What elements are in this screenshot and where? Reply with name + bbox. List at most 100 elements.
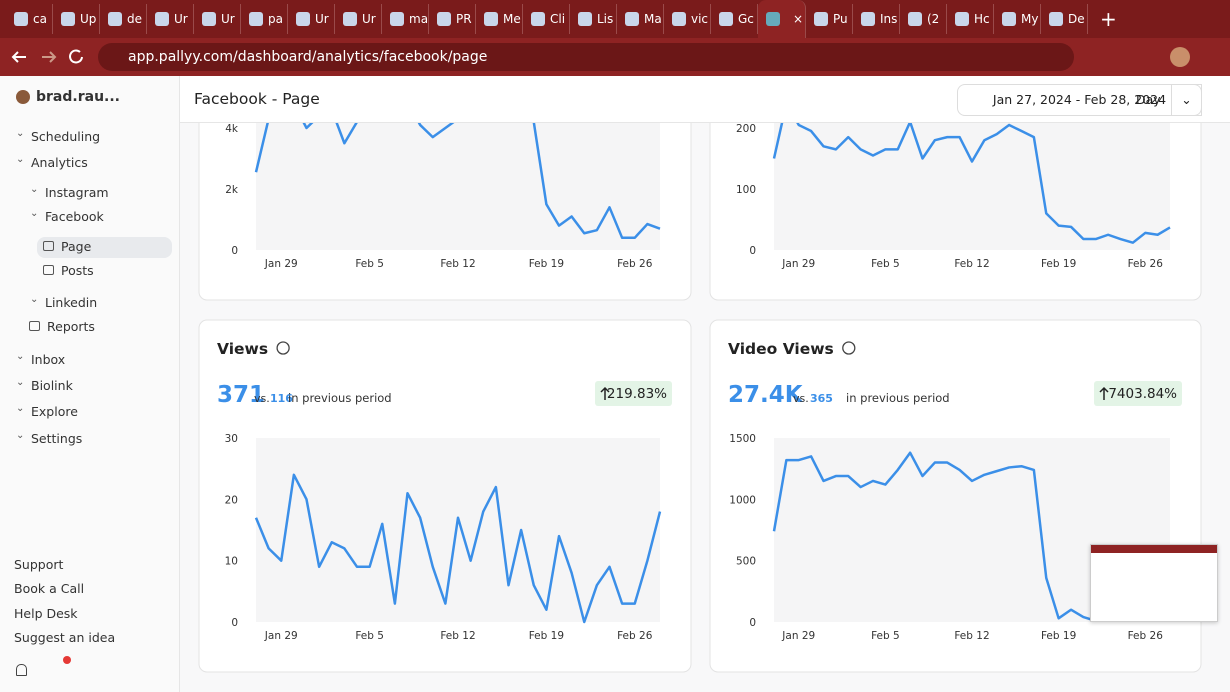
x-tick-label: Feb 26 — [617, 258, 653, 270]
tab-icon — [14, 12, 28, 26]
tab[interactable]: Cli — [523, 4, 570, 34]
tab-icon — [625, 12, 639, 26]
tab-title: de — [127, 12, 142, 26]
tab[interactable]: Ur — [335, 4, 382, 34]
tab[interactable]: vic — [664, 4, 711, 34]
tab[interactable]: pa — [241, 4, 288, 34]
close-icon[interactable]: × — [793, 12, 804, 26]
chevron[interactable]: ⌄ — [30, 208, 39, 219]
x-tick-label: Feb 5 — [355, 630, 384, 642]
nav-item[interactable]: Posts — [61, 263, 94, 278]
nav-item[interactable]: Scheduling — [31, 129, 101, 144]
account-name[interactable]: brad.rau... — [36, 89, 120, 105]
nav-item[interactable]: Inbox — [31, 352, 66, 367]
y-tick-label: 200 — [736, 123, 756, 135]
chevron[interactable]: ⌄ — [16, 403, 25, 414]
x-tick-label: Feb 26 — [617, 630, 653, 642]
nav-item[interactable]: Biolink — [31, 378, 73, 393]
tab[interactable]: Pu — [806, 4, 853, 34]
nav-item[interactable]: Page — [61, 239, 92, 254]
tab-title: vic — [691, 12, 709, 26]
tab[interactable]: Ur — [288, 4, 335, 34]
interval-select[interactable]: Day ⌄ — [1125, 84, 1202, 116]
x-tick-label: Feb 5 — [871, 630, 900, 642]
x-tick-label: Feb 12 — [440, 258, 475, 270]
previous-value: 365 — [810, 392, 833, 405]
chevron[interactable]: ⌄ — [16, 128, 25, 139]
nav-buttons[interactable] — [0, 38, 90, 76]
x-tick-label: Jan 29 — [781, 258, 815, 270]
tab[interactable]: de — [100, 4, 147, 34]
comparison-prefix: vs. — [793, 392, 809, 405]
y-tick-label: 2k — [225, 184, 239, 196]
chevron[interactable]: ⌄ — [16, 351, 25, 362]
nav-item[interactable]: Reports — [47, 319, 95, 334]
nav-item[interactable]: Analytics — [31, 155, 88, 170]
page-title: Facebook - Page — [194, 90, 320, 108]
change-badge — [1094, 381, 1182, 406]
tab[interactable]: (2 — [900, 4, 947, 34]
chevron[interactable]: ⌄ — [16, 154, 25, 165]
tab[interactable]: Up — [53, 4, 100, 34]
x-tick-label: Feb 12 — [954, 630, 989, 642]
tab[interactable]: Ma — [617, 4, 664, 34]
page-header: Facebook - Page Jan 27, 2024 - Feb 28, 2… — [180, 76, 1230, 123]
card-title: Views — [217, 340, 268, 358]
profile-avatar[interactable] — [1170, 47, 1190, 67]
tab-title: ca — [33, 12, 47, 26]
new-tab[interactable]: + — [1100, 7, 1117, 31]
tab-icon — [1002, 12, 1016, 26]
footer-link[interactable]: Help Desk — [14, 605, 78, 621]
tab-icon — [672, 12, 686, 26]
chevron[interactable]: ⌄ — [30, 184, 39, 195]
tab[interactable]: Me — [476, 4, 523, 34]
y-tick-label: 0 — [231, 245, 238, 257]
nav-item[interactable]: Settings — [31, 431, 83, 446]
bell-icon[interactable] — [16, 664, 27, 676]
nav-icon — [29, 321, 40, 331]
tab[interactable]: Gc — [711, 4, 758, 34]
chevron[interactable]: ⌄ — [16, 430, 25, 441]
y-tick-label: 0 — [749, 617, 756, 629]
tab-title: pa — [268, 12, 283, 26]
tab-title: Hc — [974, 12, 990, 26]
up-arrow — [1099, 386, 1109, 400]
nav-item[interactable]: Facebook — [45, 209, 104, 224]
tab-title: Gc — [738, 12, 754, 26]
footer-link[interactable]: Support — [14, 557, 64, 572]
y-tick-label: 0 — [231, 617, 238, 629]
tab-title: Pu — [833, 12, 848, 26]
tab[interactable]: ma — [382, 4, 429, 34]
nav-item[interactable]: Explore — [31, 404, 78, 419]
tab-title: Ins — [880, 12, 898, 26]
tab[interactable]: PR — [429, 4, 476, 34]
tab-icon — [296, 12, 310, 26]
tab-icon — [1049, 12, 1063, 26]
tab-icon — [343, 12, 357, 26]
line — [254, 473, 662, 624]
tab[interactable]: De — [1041, 4, 1088, 34]
nav-item[interactable]: Instagram — [45, 185, 109, 200]
nav-item[interactable]: Linkedin — [45, 295, 98, 310]
tab[interactable]: Ins — [853, 4, 900, 34]
tab[interactable]: Ur — [147, 4, 194, 34]
tab[interactable]: Lis — [570, 4, 617, 34]
tab[interactable]: × — [758, 0, 806, 38]
tab-icon — [249, 12, 263, 26]
footer-link[interactable]: Suggest an idea — [14, 629, 116, 645]
x-tick-label: Feb 19 — [529, 630, 564, 642]
footer-link[interactable]: Book a Call — [14, 581, 85, 597]
y-tick-label: 1000 — [729, 494, 756, 506]
url-field[interactable]: app.pallyy.com/dashboard/analytics/faceb… — [98, 43, 1074, 71]
tab[interactable]: Hc — [947, 4, 994, 34]
tab[interactable]: Ur — [194, 4, 241, 34]
stat-value: 27.4K — [728, 382, 804, 408]
tab-icon — [61, 12, 75, 26]
comparison-suffix: in previous period — [846, 391, 950, 405]
chevron[interactable]: ⌄ — [30, 294, 39, 305]
tab[interactable]: ca — [6, 4, 53, 34]
change-value: 219.83% — [607, 386, 667, 402]
chevron[interactable]: ⌄ — [16, 377, 25, 388]
tab[interactable]: My — [994, 4, 1041, 34]
